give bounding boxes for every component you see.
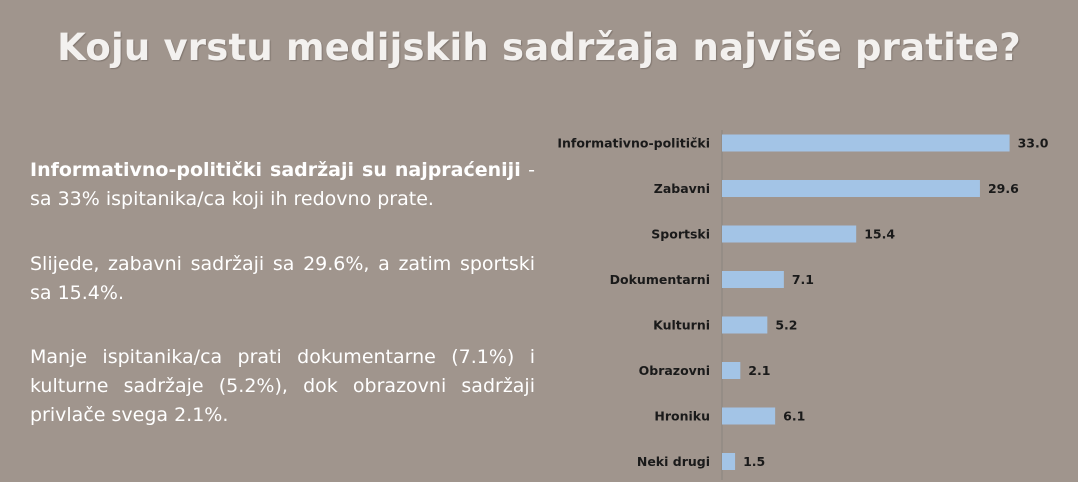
value-label: 29.6 bbox=[988, 181, 1019, 196]
value-label: 15.4 bbox=[864, 227, 895, 242]
bar bbox=[722, 225, 857, 243]
summary-paragraph-2: Slijede, zabavni sadržaji sa 29.6%, a za… bbox=[30, 253, 535, 304]
category-label: Informativno-politički bbox=[557, 136, 710, 151]
category-label: Zabavni bbox=[654, 181, 710, 196]
value-label: 2.1 bbox=[748, 363, 770, 378]
bar bbox=[722, 453, 736, 470]
category-label: Obrazovni bbox=[639, 363, 710, 378]
bar bbox=[722, 271, 784, 288]
value-label: 5.2 bbox=[775, 318, 797, 333]
category-label: Hroniku bbox=[654, 409, 710, 424]
summary-paragraph-3: Manje ispitanika/ca prati dokumentarne (… bbox=[30, 346, 535, 426]
summary-paragraph-1: Informativno-politički sadržaji su najpr… bbox=[30, 156, 535, 214]
value-label: 1.5 bbox=[743, 454, 765, 469]
bar bbox=[722, 134, 1010, 152]
summary-paragraph-1-bold: Informativno-politički sadržaji su najpr… bbox=[30, 159, 521, 181]
bar bbox=[722, 407, 776, 425]
bar bbox=[722, 362, 741, 379]
page-title: Koju vrstu medijskih sadržaja najviše pr… bbox=[57, 26, 1021, 69]
bar bbox=[722, 180, 980, 197]
category-label: Sportski bbox=[651, 227, 710, 242]
category-label: Dokumentarni bbox=[610, 272, 710, 287]
category-label: Kulturni bbox=[653, 318, 710, 333]
value-label: 6.1 bbox=[783, 409, 805, 424]
summary-paragraph-1-rest: - sa 33% ispitanika/ca koji ih redovno p… bbox=[30, 159, 535, 210]
category-label: Neki drugi bbox=[637, 454, 710, 469]
bar-chart: Informativno-politički 33.0 Zabavni 29.6 Spo… bbox=[557, 130, 1049, 480]
value-label: 7.1 bbox=[792, 272, 814, 287]
bar bbox=[722, 316, 768, 334]
value-label: 33.0 bbox=[1018, 136, 1049, 151]
